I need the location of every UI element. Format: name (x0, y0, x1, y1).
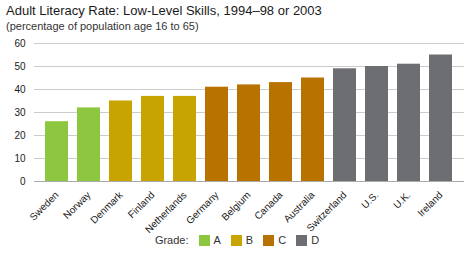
svg-text:20: 20 (14, 130, 26, 141)
html-text:(percentage of population age: (percentage of population age 16 to 65) (6, 20, 199, 32)
svg-text:Norway: Norway (61, 189, 93, 221)
svg-text:Switzerland: Switzerland (304, 189, 348, 233)
svg-text:Finland: Finland (126, 189, 157, 220)
html-text:C: C (278, 234, 287, 246)
svg-text:Sweden: Sweden (27, 189, 60, 222)
svg-text:0: 0 (20, 176, 26, 187)
html-text:A: A (213, 234, 221, 246)
svg-text:60: 60 (14, 38, 26, 49)
html-text:Grade:: Grade: (154, 234, 189, 246)
svg-text:U.K.: U.K. (391, 189, 413, 211)
svg-text:Denmark: Denmark (88, 189, 125, 226)
svg-text:Ireland: Ireland (415, 189, 444, 218)
svg-text:40: 40 (14, 84, 26, 95)
svg-text:U.S.: U.S. (359, 189, 381, 211)
svg-text:Canada: Canada (252, 189, 285, 222)
svg-text:30: 30 (14, 107, 26, 118)
svg-text:10: 10 (14, 153, 26, 164)
html-text:B: B (245, 234, 254, 246)
svg-text:Netherlands: Netherlands (143, 189, 189, 233)
svg-text:50: 50 (14, 61, 26, 72)
html-text:Adult Literacy Rate: Low-Level: Adult Literacy Rate: Low-Level Skills, 1… (6, 3, 322, 18)
svg-text:Germany: Germany (184, 189, 221, 226)
html-text:D: D (311, 234, 320, 246)
svg-text:Belgium: Belgium (219, 189, 252, 222)
svg-text:Australia: Australia (281, 189, 317, 225)
